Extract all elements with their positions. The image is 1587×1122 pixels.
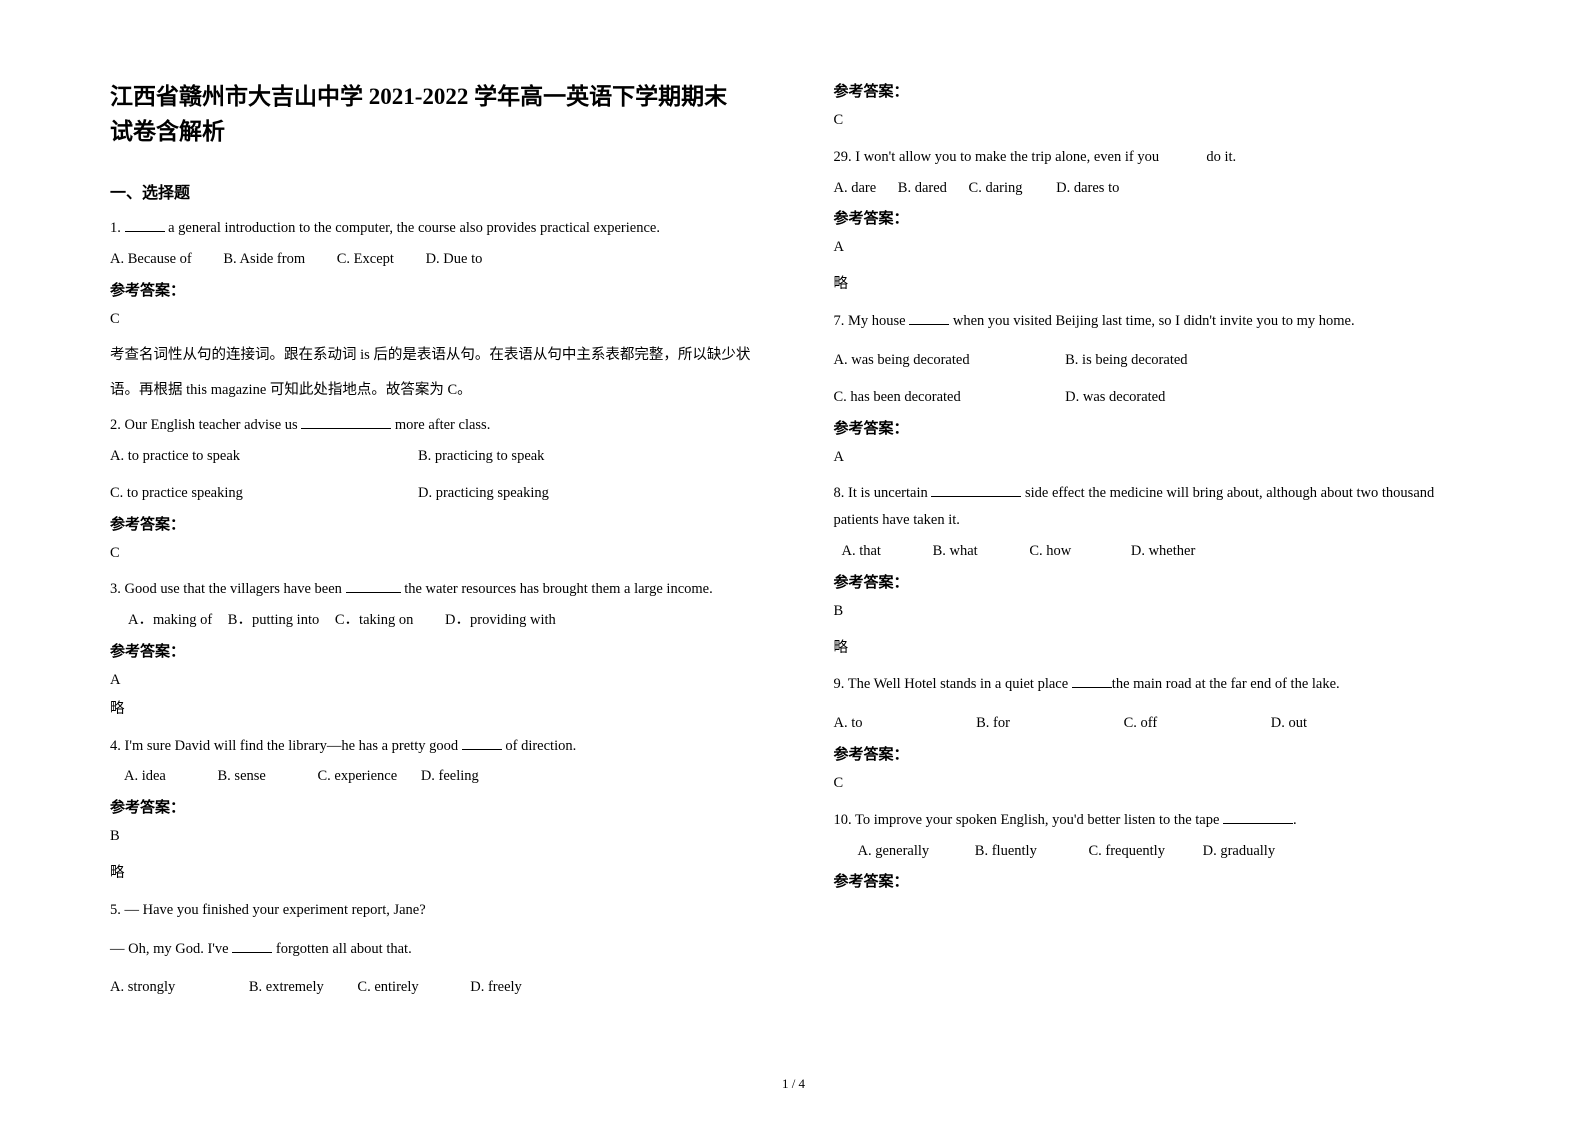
- question-4: 4. I'm sure David will find the library—…: [110, 733, 754, 760]
- page-number: 1 / 4: [0, 1076, 1587, 1092]
- answer-label: 参考答案：: [834, 571, 1478, 592]
- question-7: 7. My house when you visited Beijing las…: [834, 308, 1478, 335]
- question-1-options: A. Because of B. Aside from C. Except D.…: [110, 246, 754, 273]
- question-5-line1: 5. — Have you finished your experiment r…: [110, 897, 754, 924]
- question-7-options-row2: C. has been decorated D. was decorated: [834, 384, 1478, 411]
- blank: [346, 579, 401, 594]
- omit: 略: [834, 635, 1478, 662]
- question-8-answer: B: [834, 598, 1478, 625]
- omit: 略: [834, 271, 1478, 298]
- question-6-answer: A: [834, 234, 1478, 261]
- question-2-answer: C: [110, 540, 754, 567]
- answer-label: 参考答案：: [110, 279, 754, 300]
- answer-label: 参考答案：: [834, 870, 1478, 891]
- question-1: 1. a general introduction to the compute…: [110, 215, 754, 242]
- question-5-line2: — Oh, my God. I've forgotten all about t…: [110, 936, 754, 963]
- question-2-options-row1: A. to practice to speak B. practicing to…: [110, 443, 754, 470]
- question-1-answer: C: [110, 306, 754, 333]
- answer-label: 参考答案：: [110, 640, 754, 661]
- blank: [125, 218, 165, 233]
- question-3-answer: A: [110, 667, 754, 694]
- answer-label: 参考答案：: [834, 417, 1478, 438]
- question-4-options: A. idea B. sense C. experience D. feelin…: [110, 763, 754, 790]
- question-10: 10. To improve your spoken English, you'…: [834, 807, 1478, 834]
- question-9-options: A. to B. for C. off D. out: [834, 710, 1478, 737]
- question-3: 3. Good use that the villagers have been…: [110, 576, 754, 603]
- answer-label: 参考答案：: [110, 796, 754, 817]
- question-5-answer: C: [834, 107, 1478, 134]
- question-9-answer: C: [834, 770, 1478, 797]
- blank: [462, 735, 502, 750]
- blank: [1223, 809, 1293, 824]
- exam-title: 江西省赣州市大吉山中学 2021-2022 学年高一英语下学期期末 试卷含解析: [110, 80, 754, 149]
- question-8-options: A. that B. what C. how D. whether: [834, 538, 1478, 565]
- title-line-1: 江西省赣州市大吉山中学 2021-2022 学年高一英语下学期期末: [110, 80, 754, 115]
- question-2-options-row2: C. to practice speaking D. practicing sp…: [110, 480, 754, 507]
- section-1-heading: 一、选择题: [110, 179, 754, 203]
- question-3-options: A．making of B．putting into C．taking on D…: [110, 607, 754, 634]
- omit: 略: [110, 860, 754, 887]
- question-6: 29. I won't allow you to make the trip a…: [834, 144, 1478, 171]
- blank: [1072, 674, 1112, 689]
- blank: [232, 938, 272, 953]
- question-1-explanation-1: 考查名词性从句的连接词。跟在系动词 is 后的是表语从句。在表语从句中主系表都完…: [110, 342, 754, 369]
- question-7-options-row1: A. was being decorated B. is being decor…: [834, 347, 1478, 374]
- question-10-options: A. generally B. fluently C. frequently D…: [834, 838, 1478, 865]
- answer-label: 参考答案：: [834, 80, 1478, 101]
- title-line-2: 试卷含解析: [110, 115, 754, 150]
- question-5-options: A. strongly B. extremely C. entirely D. …: [110, 974, 754, 1001]
- answer-label: 参考答案：: [834, 207, 1478, 228]
- blank: [931, 483, 1021, 498]
- question-7-answer: A: [834, 444, 1478, 471]
- question-9: 9. The Well Hotel stands in a quiet plac…: [834, 671, 1478, 698]
- question-4-answer: B: [110, 823, 754, 850]
- question-1-explanation-2: 语。再根据 this magazine 可知此处指地点。故答案为 C。: [110, 377, 754, 404]
- question-2: 2. Our English teacher advise us more af…: [110, 412, 754, 439]
- blank: [909, 311, 949, 326]
- answer-label: 参考答案：: [834, 743, 1478, 764]
- omit: 略: [110, 696, 754, 723]
- blank: [301, 415, 391, 430]
- answer-label: 参考答案：: [110, 513, 754, 534]
- question-8: 8. It is uncertain side effect the medic…: [834, 480, 1478, 534]
- question-6-options: A. dare B. dared C. daring D. dares to: [834, 175, 1478, 202]
